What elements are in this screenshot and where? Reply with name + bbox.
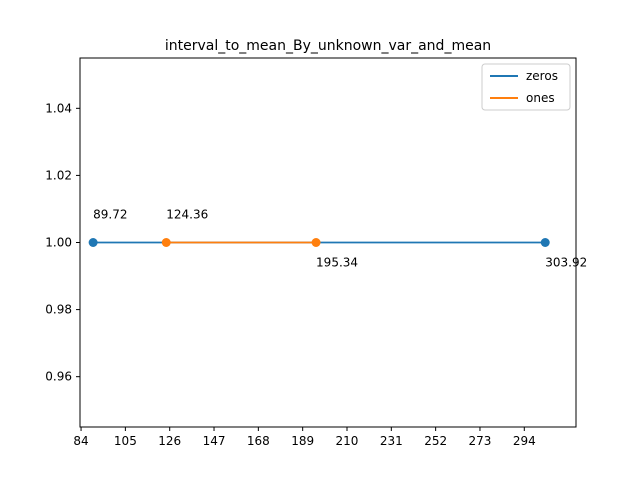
y-tick-label: 1.02 xyxy=(45,168,72,182)
data-point-ones xyxy=(161,238,171,247)
y-tick-label: 1.04 xyxy=(45,101,72,115)
chart-title: interval_to_mean_By_unknown_var_and_mean xyxy=(165,38,491,54)
data-label-ones: 195.34 xyxy=(316,256,358,270)
plot-area: 84 105 126 147 168 189 210 231 252 273 294 0.96 0.98… xyxy=(45,57,587,448)
legend-label-ones: ones xyxy=(526,91,555,105)
data-point-zeros xyxy=(540,238,550,247)
legend: zeros ones xyxy=(481,63,571,111)
x-tick-label: 294 xyxy=(513,434,536,448)
y-tick-label: 0.96 xyxy=(45,370,72,384)
x-tick-label: 105 xyxy=(114,434,137,448)
x-tick-label: 126 xyxy=(158,434,181,448)
x-tick-label: 168 xyxy=(247,434,270,448)
data-label-zeros: 303.92 xyxy=(545,256,587,270)
data-label-zeros: 89.72 xyxy=(93,208,127,222)
x-tick-label: 147 xyxy=(203,434,226,448)
x-tick-label: 84 xyxy=(73,434,88,448)
y-tick-label: 1.00 xyxy=(45,236,72,250)
legend-label-zeros: zeros xyxy=(526,69,558,83)
data-label-ones: 124.36 xyxy=(166,208,208,222)
x-tick-label: 273 xyxy=(469,434,492,448)
data-point-ones xyxy=(311,238,321,247)
y-tick-label: 0.98 xyxy=(45,303,72,317)
x-tick-label: 231 xyxy=(380,434,403,448)
x-tick-label: 189 xyxy=(291,434,314,448)
x-tick-label: 252 xyxy=(424,434,447,448)
x-tick-label: 210 xyxy=(336,434,359,448)
data-point-zeros xyxy=(88,238,98,247)
